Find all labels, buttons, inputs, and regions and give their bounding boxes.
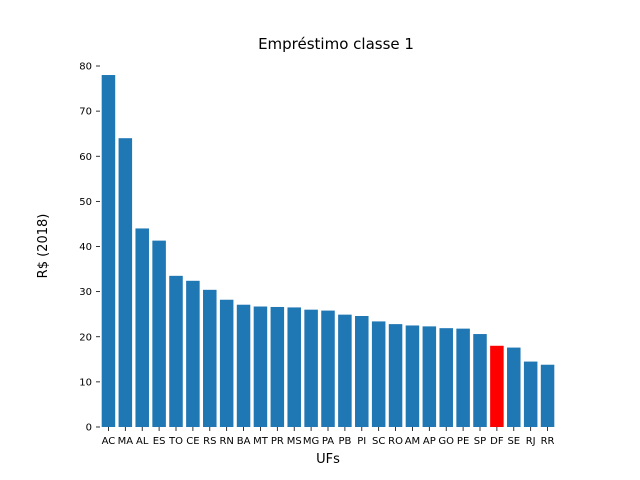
bar-ce — [186, 280, 200, 427]
y-tick-label: 0 — [86, 423, 92, 434]
x-tick-label-ac: AC — [102, 436, 116, 447]
bar-ms — [287, 307, 301, 427]
x-tick-label-to: TO — [168, 436, 183, 447]
y-axis-label: R$ (2018) — [36, 214, 51, 279]
chart-title: Empréstimo classe 1 — [258, 35, 414, 53]
y-tick-label: 50 — [79, 197, 92, 208]
bar-sc — [371, 321, 386, 427]
x-tick-label-mt: MT — [253, 436, 269, 447]
x-tick-label-al: AL — [136, 436, 149, 447]
x-tick-label-rr: RR — [541, 436, 555, 447]
bars-group — [101, 75, 555, 428]
x-tick-label-pb: PB — [338, 436, 351, 447]
bar-ac — [101, 75, 116, 428]
bar-es — [152, 240, 166, 427]
y-tick-label: 70 — [79, 107, 92, 118]
x-tick-label-ro: RO — [388, 436, 403, 447]
y-tick-label: 60 — [79, 152, 92, 163]
bar-pr — [270, 306, 285, 427]
bar-sp — [473, 334, 487, 427]
x-tick-label-rj: RJ — [526, 436, 536, 447]
x-tick-label-rn: RN — [219, 436, 233, 447]
y-tick-label: 40 — [79, 242, 92, 253]
bar-pi — [355, 315, 369, 427]
bar-pb — [338, 314, 352, 427]
y-axis: 0 10 20 30 40 50 60 70 80 — [79, 62, 100, 434]
y-tick-label: 20 — [79, 332, 92, 343]
x-tick-label-se: SE — [507, 436, 520, 447]
x-axis: AC MA AL ES TO CE RS RN BA MT PR MS MG PA PB PI SC RO AM AP… — [102, 427, 555, 447]
bar-rs — [203, 289, 217, 427]
y-tick-label: 10 — [79, 377, 92, 388]
bar-ro — [388, 324, 403, 427]
bar-se — [507, 347, 521, 427]
bar-to — [169, 275, 183, 427]
x-tick-label-pr: PR — [271, 436, 284, 447]
x-tick-label-mg: MG — [303, 436, 319, 447]
x-tick-label-go: GO — [438, 436, 454, 447]
bar-mt — [253, 306, 268, 427]
bar-rn — [219, 299, 234, 427]
bar-pa — [321, 310, 335, 427]
x-tick-label-es: ES — [153, 436, 166, 447]
x-tick-label-am: AM — [405, 436, 420, 447]
x-tick-label-pa: PA — [322, 436, 334, 447]
bar-rr — [540, 364, 555, 427]
bar-mg — [304, 309, 318, 427]
x-tick-label-rs: RS — [203, 436, 216, 447]
x-tick-label-ce: CE — [186, 436, 199, 447]
x-tick-label-pe: PE — [457, 436, 469, 447]
bar-rj — [523, 361, 538, 427]
bar-df — [490, 345, 504, 427]
bar-go — [439, 328, 453, 427]
x-tick-label-sc: SC — [372, 436, 385, 447]
bar-al — [135, 228, 149, 427]
x-tick-label-sp: SP — [474, 436, 486, 447]
bar-pe — [456, 328, 470, 427]
y-tick-label: 80 — [79, 62, 92, 73]
x-tick-label-ms: MS — [287, 436, 302, 447]
bar-am — [405, 325, 420, 427]
x-tick-label-ba: BA — [237, 436, 251, 447]
x-tick-label-pi: PI — [357, 436, 366, 447]
bar-ba — [236, 304, 251, 427]
x-tick-label-ap: AP — [423, 436, 436, 447]
x-axis-label: UFs — [316, 452, 340, 467]
bar-ap — [422, 326, 437, 427]
x-tick-label-df: DF — [490, 436, 504, 447]
y-tick-label: 30 — [79, 287, 92, 298]
x-tick-label-ma: MA — [118, 436, 134, 447]
bar-ma — [118, 138, 133, 427]
